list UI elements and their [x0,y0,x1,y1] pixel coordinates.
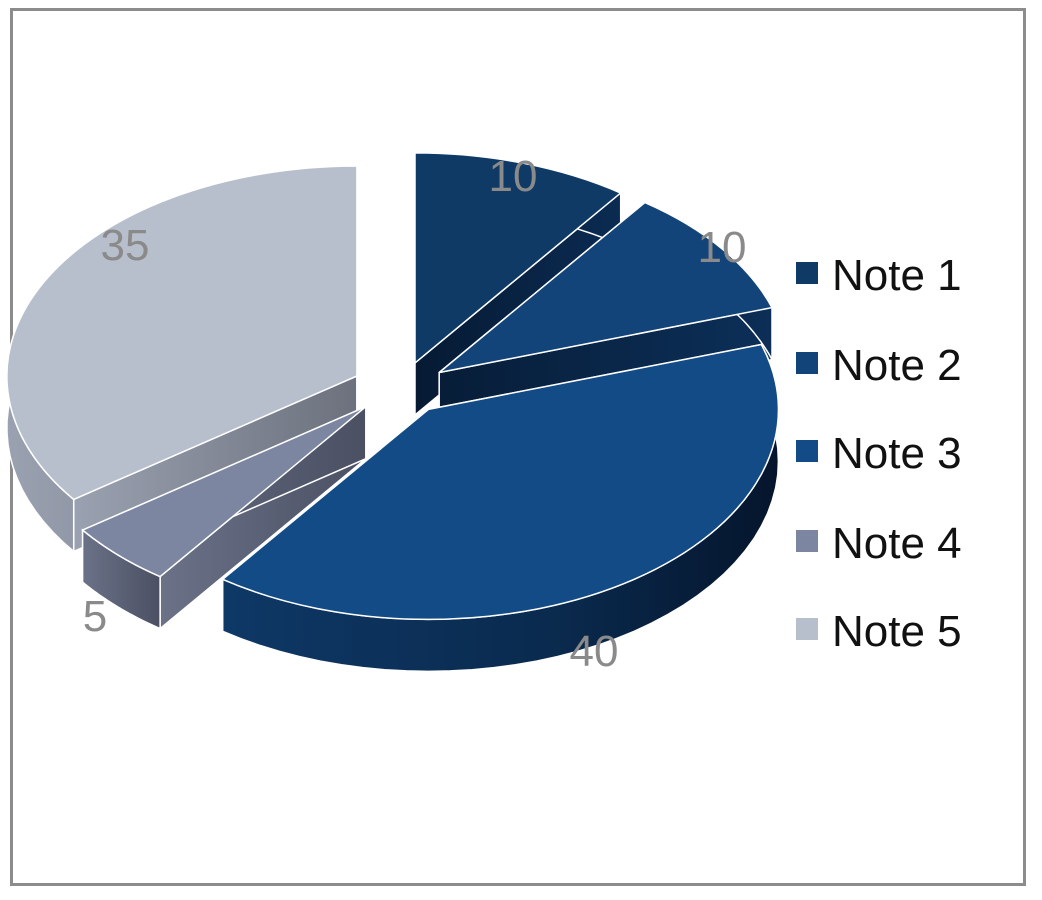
legend-swatch-note-5 [796,618,818,640]
data-label-note-5: 35 [101,221,150,270]
legend: Note 1 Note 2 Note 3 Note 4 Note 5 [796,251,962,656]
pie-slice-note-3 [221,343,780,673]
legend-swatch-note-1 [796,262,818,284]
legend-label-note-2: Note 2 [832,341,962,390]
legend-label-note-1: Note 1 [832,251,962,300]
legend-label-note-5: Note 5 [832,607,962,656]
legend-label-note-4: Note 4 [832,519,962,568]
legend-item-note-1: Note 1 [796,251,962,300]
legend-swatch-note-2 [796,352,818,374]
data-label-note-3: 40 [570,627,619,676]
data-label-note-4: 5 [83,592,107,641]
legend-item-note-5: Note 5 [796,607,962,656]
pie-slices [6,152,780,673]
pie-slice-top [221,343,780,621]
pie-slice-top [438,201,774,374]
pie-slice-top [414,152,623,365]
pie-slice-note-4 [81,405,367,631]
pie-slice-top [6,165,358,501]
legend-item-note-2: Note 2 [796,341,962,390]
legend-swatch-note-3 [796,440,818,462]
legend-item-note-3: Note 3 [796,429,962,478]
pie-slice-top [81,406,367,578]
legend-swatch-note-4 [796,530,818,552]
legend-item-note-4: Note 4 [796,519,962,568]
legend-label-note-3: Note 3 [832,429,962,478]
data-labels: 10 10 40 5 35 [83,152,747,676]
data-label-note-1: 10 [489,152,538,201]
data-label-note-2: 10 [698,223,747,272]
